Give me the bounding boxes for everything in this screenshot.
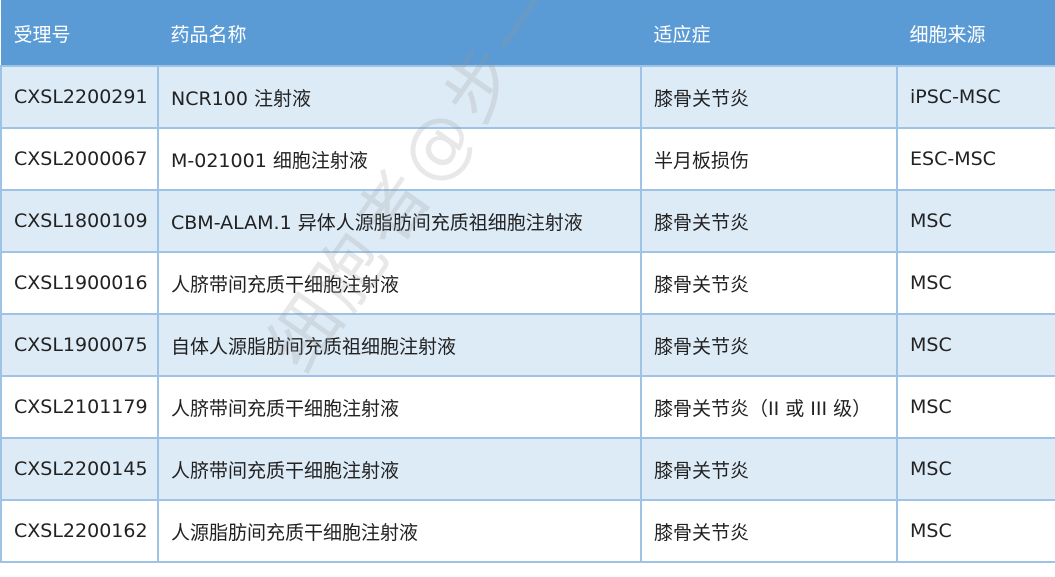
cell-acceptance-no: CXSL2200162 bbox=[0, 499, 159, 563]
cell-indication: 膝骨关节炎 bbox=[640, 313, 898, 377]
cell-acceptance-no: CXSL1900016 bbox=[0, 251, 159, 315]
cell-indication: 膝骨关节炎 bbox=[640, 251, 898, 315]
cell-cell-source: MSC bbox=[896, 437, 1055, 501]
cell-indication: 膝骨关节炎 bbox=[640, 499, 898, 563]
header-row: 受理号 药品名称 适应症 细胞来源 bbox=[0, 0, 1055, 67]
cell-drug-name: 人脐带间充质干细胞注射液 bbox=[157, 251, 642, 315]
cell-cell-source: ESC-MSC bbox=[896, 127, 1055, 191]
cell-drug-name: 人源脂肪间充质干细胞注射液 bbox=[157, 499, 642, 563]
cell-cell-source: MSC bbox=[896, 189, 1055, 253]
cell-acceptance-no: CXSL2200145 bbox=[0, 437, 159, 501]
cell-acceptance-no: CXSL2000067 bbox=[0, 127, 159, 191]
cell-indication: 膝骨关节炎（II 或 III 级） bbox=[640, 375, 898, 439]
header-drug-name: 药品名称 bbox=[157, 0, 642, 67]
cell-indication: 膝骨关节炎 bbox=[640, 189, 898, 253]
cell-indication: 半月板损伤 bbox=[640, 127, 898, 191]
table-row: CXSL2200162 人源脂肪间充质干细胞注射液 膝骨关节炎 MSC bbox=[0, 499, 1055, 563]
cell-cell-source: MSC bbox=[896, 375, 1055, 439]
cell-cell-source: MSC bbox=[896, 313, 1055, 377]
cell-acceptance-no: CXSL1800109 bbox=[0, 189, 159, 253]
cell-drug-name: 人脐带间充质干细胞注射液 bbox=[157, 437, 642, 501]
cell-cell-source: iPSC-MSC bbox=[896, 65, 1055, 129]
cell-cell-source: MSC bbox=[896, 251, 1055, 315]
table-row: CXSL1900075 自体人源脂肪间充质祖细胞注射液 膝骨关节炎 MSC bbox=[0, 313, 1055, 377]
table-row: CXSL2101179 人脐带间充质干细胞注射液 膝骨关节炎（II 或 III 级）… bbox=[0, 375, 1055, 439]
cell-cell-source: MSC bbox=[896, 499, 1055, 563]
cell-drug-name: M-021001 细胞注射液 bbox=[157, 127, 642, 191]
cell-acceptance-no: CXSL1900075 bbox=[0, 313, 159, 377]
table-row: CXSL2200291 NCR100 注射液 膝骨关节炎 iPSC-MSC bbox=[0, 65, 1055, 129]
table-row: CXSL2200145 人脐带间充质干细胞注射液 膝骨关节炎 MSC bbox=[0, 437, 1055, 501]
cell-indication: 膝骨关节炎 bbox=[640, 65, 898, 129]
cell-indication: 膝骨关节炎 bbox=[640, 437, 898, 501]
cell-drug-name: 人脐带间充质干细胞注射液 bbox=[157, 375, 642, 439]
cell-acceptance-no: CXSL2200291 bbox=[0, 65, 159, 129]
drug-table: 受理号 药品名称 适应症 细胞来源 CXSL2200291 NCR100 注射液膝… bbox=[0, 0, 1055, 563]
cell-drug-name: 自体人源脂肪间充质祖细胞注射液 bbox=[157, 313, 642, 377]
header-acceptance-no: 受理号 bbox=[0, 0, 159, 67]
header-indication: 适应症 bbox=[640, 0, 898, 67]
cell-drug-name: NCR100 注射液 bbox=[157, 65, 642, 129]
table-row: CXSL2000067 M-021001 细胞注射液 半月板损伤 ESC-MSC bbox=[0, 127, 1055, 191]
cell-drug-name: CBM-ALAM.1 异体人源脂肪间充质祖细胞注射液 bbox=[157, 189, 642, 253]
cell-acceptance-no: CXSL2101179 bbox=[0, 375, 159, 439]
table-row: CXSL1800109 CBM-ALAM.1 异体人源脂肪间充质祖细胞注射液 膝骨关… bbox=[0, 189, 1055, 253]
header-cell-source: 细胞来源 bbox=[896, 0, 1055, 67]
table-row: CXSL1900016 人脐带间充质干细胞注射液 膝骨关节炎 MSC bbox=[0, 251, 1055, 315]
